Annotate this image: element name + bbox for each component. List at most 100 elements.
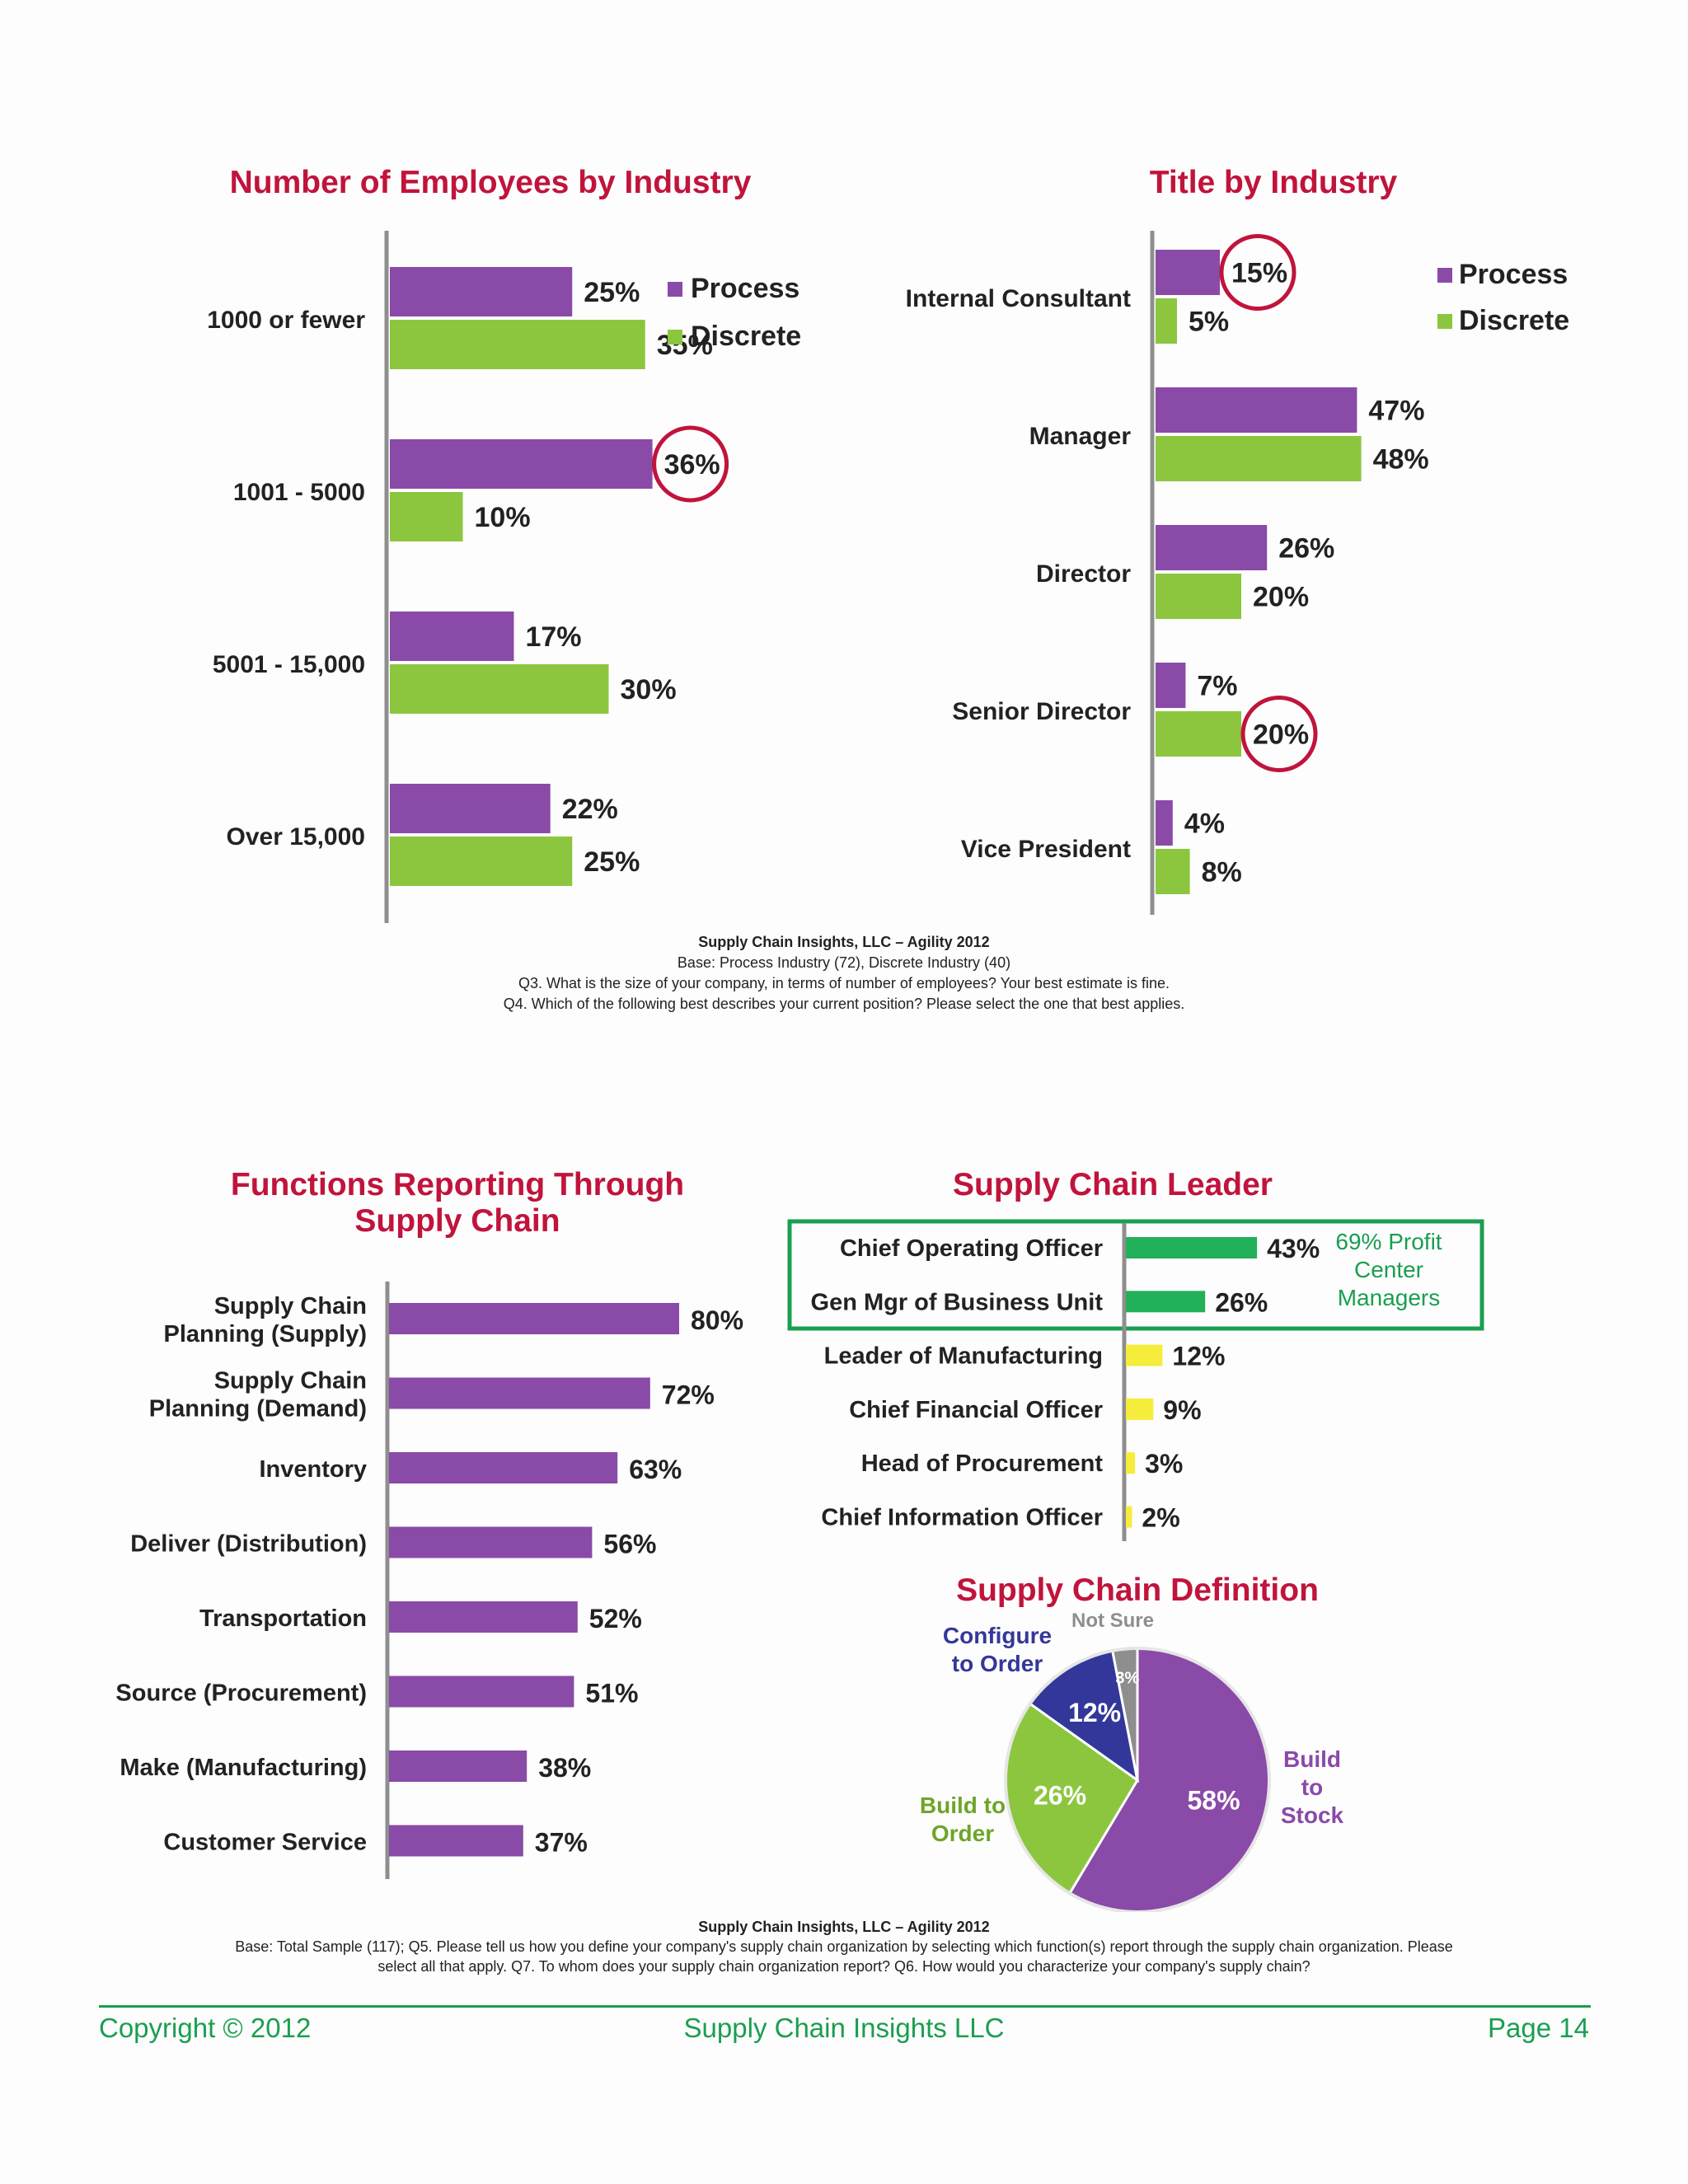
category-label-vice-president: Vice President — [961, 836, 1131, 863]
bar-discrete-vice-president — [1156, 849, 1190, 894]
pie-label-bts-line3: Stock — [1281, 1802, 1344, 1828]
highlight-circle-process-1001-5000 — [652, 425, 729, 503]
bottom-source-note: Supply Chain Insights, LLC – Agility 201… — [698, 1919, 990, 1935]
data-label-customer-service: 37% — [535, 1828, 588, 1858]
category-label-customer-service: Customer Service — [163, 1830, 367, 1856]
category-label-supply-chain-planning-supply: Supply Chain — [214, 1293, 367, 1319]
data-label-discrete-1001-5000: 10% — [475, 502, 531, 533]
data-label-process-5001-15-000: 17% — [525, 621, 581, 653]
data-label-chief-financial-officer: 9% — [1163, 1395, 1201, 1425]
profit-center-note-line3: Managers — [1338, 1285, 1441, 1310]
bar-process-internal-consultant — [1156, 250, 1220, 295]
top-base-note: Base: Process Industry (72), Discrete In… — [677, 954, 1011, 971]
pie-value-build-to-stock: 58% — [1188, 1786, 1240, 1816]
data-label-discrete-vice-president: 8% — [1202, 857, 1242, 888]
bottom-base-note-line2: select all that apply. Q7. To whom does … — [377, 1958, 1311, 1975]
footer-divider — [99, 2005, 1591, 2008]
category-label-inventory: Inventory — [259, 1456, 367, 1483]
data-label-discrete-5001-15-000: 30% — [621, 674, 677, 705]
top-q3-note: Q3. What is the size of your company, in… — [518, 975, 1170, 991]
bar-transportation — [389, 1601, 578, 1633]
functions-chart-title: Functions Reporting Through Supply Chain — [206, 1167, 709, 1240]
pie-label-bto-line2: Order — [931, 1821, 994, 1846]
data-label-process-senior-director: 7% — [1197, 671, 1237, 702]
bar-process-manager — [1156, 387, 1357, 433]
data-label-process-1000-or-fewer: 25% — [584, 277, 640, 308]
category-label-chief-financial-officer: Chief Financial Officer — [849, 1397, 1103, 1423]
data-label-process-manager: 47% — [1368, 396, 1424, 427]
bar-supply-chain-planning-demand — [389, 1377, 650, 1409]
category-label-director: Director — [1036, 560, 1131, 588]
bar-head-of-procurement — [1126, 1452, 1136, 1474]
title-chart-legend: Process Discrete — [1437, 259, 1569, 336]
category-label-make-manufacturing: Make (Manufacturing) — [120, 1755, 367, 1781]
data-label-gen-mgr-of-business-unit: 26% — [1215, 1287, 1268, 1317]
bar-process-vice-president — [1156, 800, 1173, 846]
legend-discrete-swatch — [668, 330, 682, 344]
highlight-circle-process-internal-consultant — [1219, 234, 1296, 311]
pie-value-build-to-order: 26% — [1034, 1781, 1086, 1811]
category-label-supply-chain-planning-demand: Planning (Demand) — [149, 1396, 367, 1422]
data-label-chief-operating-officer: 43% — [1267, 1234, 1320, 1263]
profit-center-note-line2: Center — [1354, 1257, 1423, 1282]
data-label-inventory: 63% — [629, 1455, 682, 1484]
leader-chart: Chief Operating Officer 43% Gen Mgr of Bus… — [787, 1219, 1484, 1541]
pie-outline — [1004, 1647, 1271, 1912]
definition-pie-labels: Not Sure Configure to Order Build to Ord… — [920, 1610, 1344, 1846]
data-label-process-internal-consultant: 15% — [1231, 258, 1287, 289]
bar-process-1000-or-fewer — [390, 267, 573, 316]
bar-process-senior-director — [1156, 663, 1186, 708]
category-label-supply-chain-planning-supply: Planning (Supply) — [164, 1321, 368, 1347]
definition-chart-title: Supply Chain Definition — [956, 1572, 1319, 1608]
data-label-discrete-internal-consultant: 5% — [1189, 307, 1229, 338]
bar-discrete-senior-director — [1156, 711, 1241, 757]
bar-process-director — [1156, 525, 1268, 570]
bar-discrete-5001-15-000 — [390, 664, 609, 714]
data-label-process-1001-5000: 36% — [664, 449, 720, 480]
bar-make-manufacturing — [389, 1750, 528, 1782]
pie-label-bto-line1: Build to — [920, 1793, 1006, 1818]
category-label-source-procurement: Source (Procurement) — [115, 1680, 367, 1707]
profit-center-highlight-box — [787, 1219, 1484, 1331]
legend-process-swatch — [1437, 268, 1452, 283]
data-label-supply-chain-planning-supply: 80% — [691, 1305, 743, 1335]
bar-discrete-over-15-000 — [390, 837, 573, 886]
legend-process-label: Process — [691, 273, 799, 304]
category-label-senior-director: Senior Director — [952, 698, 1131, 725]
category-label-transportation: Transportation — [199, 1605, 367, 1632]
data-label-discrete-director: 20% — [1253, 582, 1309, 613]
pie-label-bts-line2: to — [1301, 1774, 1323, 1800]
employees-chart-title: Number of Employees by Industry — [229, 165, 752, 200]
data-label-discrete-manager: 48% — [1373, 444, 1429, 476]
bottom-base-note-line1: Base: Total Sample (117); Q5. Please tel… — [235, 1938, 1453, 1955]
category-label-deliver-distribution: Deliver (Distribution) — [130, 1531, 367, 1558]
profit-center-note: 69% Profit Center Managers — [1335, 1229, 1442, 1310]
data-label-process-over-15-000: 22% — [562, 794, 618, 825]
bar-chief-financial-officer — [1126, 1398, 1154, 1420]
functions-chart-title-line2: Supply Chain — [354, 1203, 560, 1239]
category-label-manager: Manager — [1029, 423, 1132, 450]
top-q4-note: Q4. Which of the following best describe… — [503, 996, 1185, 1012]
legend-discrete-label: Discrete — [691, 321, 801, 352]
bar-discrete-1000-or-fewer — [390, 320, 645, 369]
category-label-head-of-procurement: Head of Procurement — [861, 1451, 1104, 1477]
employees-chart-legend: Process Discrete — [668, 273, 801, 352]
employees-chart: 1000 or fewer 25% 35% 1001 - 5000 36% 10% 5001… — [207, 231, 801, 923]
category-label-5001-15-000: 5001 - 15,000 — [213, 651, 365, 678]
legend-process-label: Process — [1459, 259, 1568, 290]
category-label-internal-consultant: Internal Consultant — [906, 285, 1131, 312]
bar-inventory — [389, 1452, 618, 1483]
data-label-process-vice-president: 4% — [1184, 808, 1225, 840]
footer-page-number: Page 14 — [1488, 2013, 1589, 2043]
bar-leader-of-manufacturing — [1126, 1344, 1163, 1366]
bar-discrete-1001-5000 — [390, 492, 463, 541]
leader-chart-marks: Chief Operating Officer 43% Gen Mgr of Bus… — [811, 1234, 1320, 1533]
data-label-deliver-distribution: 56% — [603, 1530, 656, 1559]
data-label-chief-information-officer: 2% — [1142, 1503, 1179, 1533]
bar-discrete-director — [1156, 574, 1241, 619]
top-source-note: Supply Chain Insights, LLC – Agility 201… — [698, 934, 990, 950]
data-label-supply-chain-planning-demand: 72% — [662, 1380, 715, 1410]
pie-label-bts-line1: Build — [1283, 1746, 1341, 1772]
